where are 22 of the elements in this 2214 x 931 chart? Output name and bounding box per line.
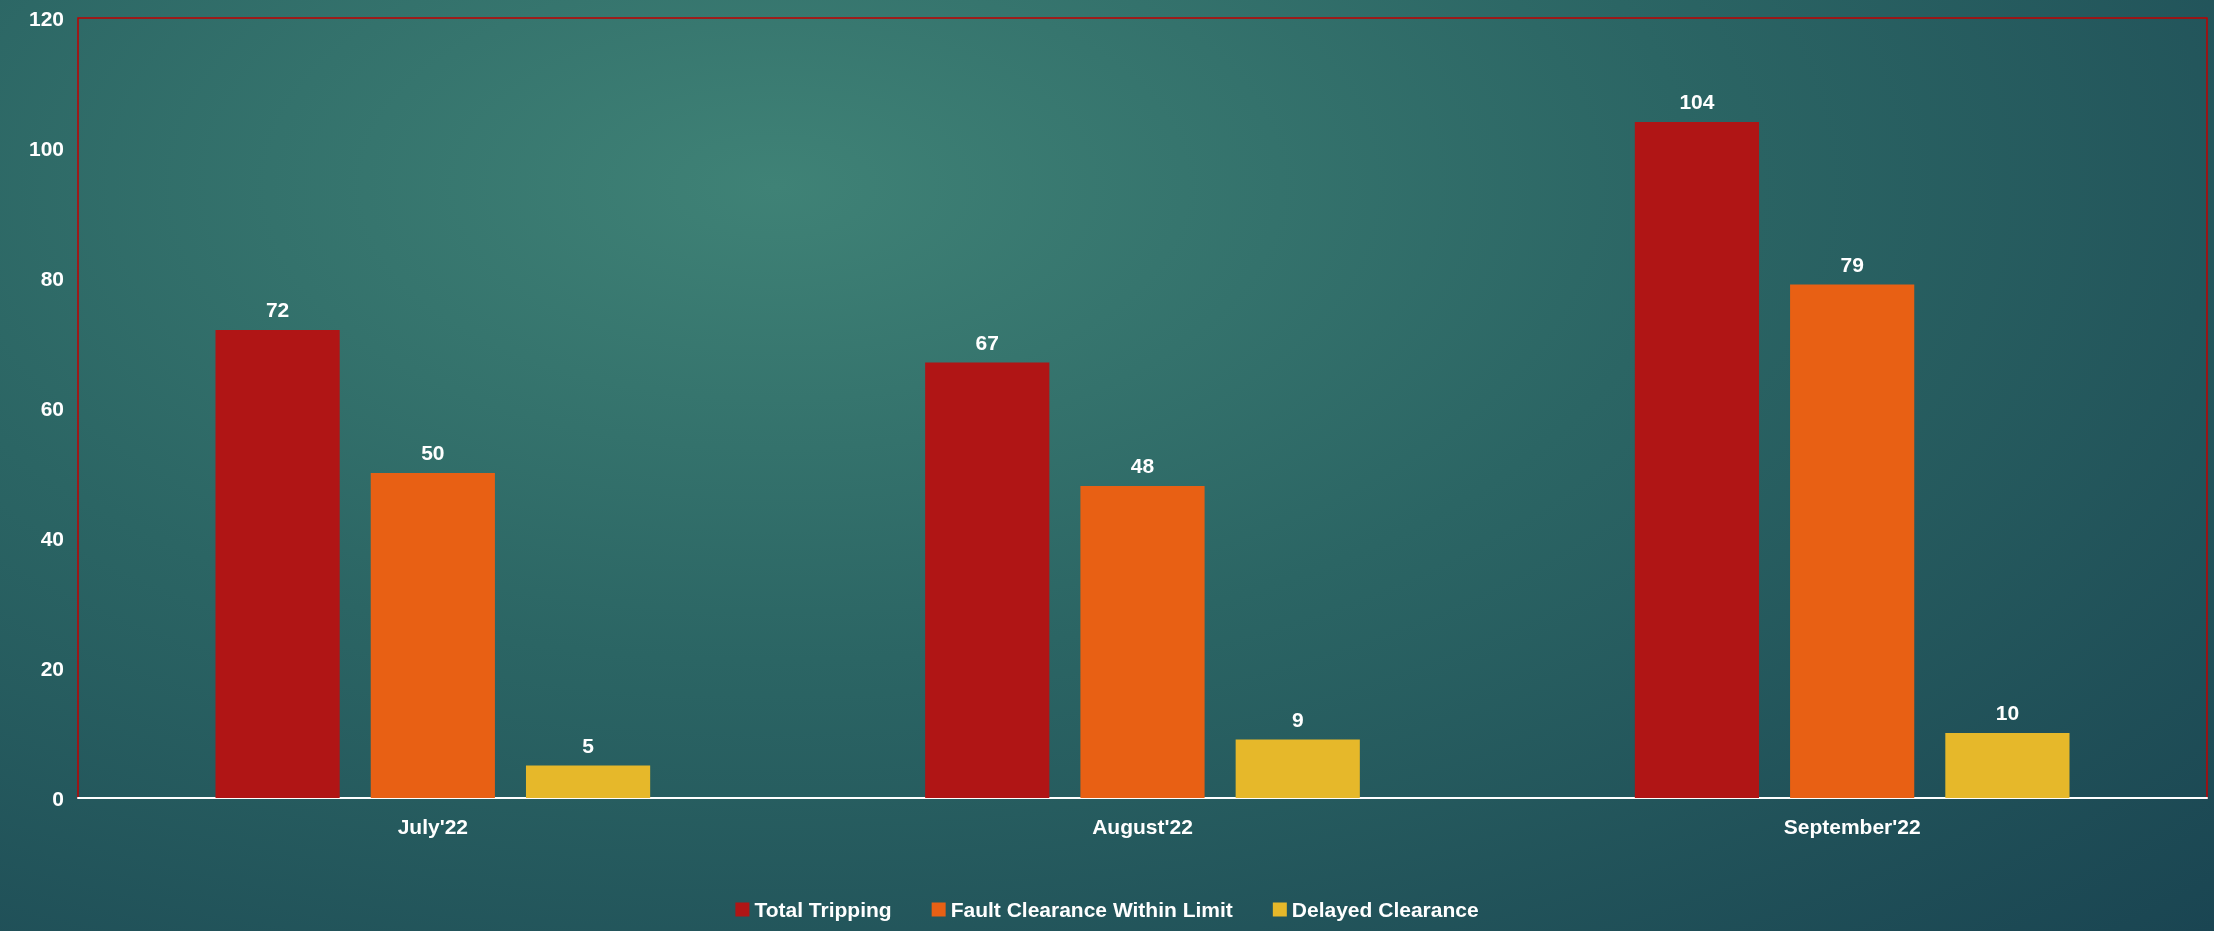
y-tick-label: 120 [28,6,64,30]
data-label: 67 [975,330,999,354]
data-label: 48 [1130,454,1155,477]
legend-label: Total Tripping [754,898,892,921]
data-label: 9 [1291,707,1304,731]
data-label: 50 [421,441,445,464]
data-label: 5 [582,733,595,757]
x-tick-label: September'22 [1783,815,1921,838]
y-tick-label: 100 [28,136,64,160]
data-label: 104 [1679,90,1715,113]
data-label: 72 [265,298,290,321]
x-tick-label: July'22 [397,815,469,838]
legend-label: Fault Clearance Within Limit [950,898,1233,921]
data-label: 79 [1840,252,1864,276]
data-label: 10 [1995,701,2020,724]
y-tick-label: 80 [40,266,64,290]
x-tick-label: August'22 [1092,815,1193,838]
y-tick-label: 0 [52,786,64,810]
y-tick-label: 60 [40,396,64,420]
y-tick-label: 40 [40,526,64,550]
y-tick-label: 20 [40,656,64,680]
legend-label: Delayed Clearance [1291,898,1479,921]
